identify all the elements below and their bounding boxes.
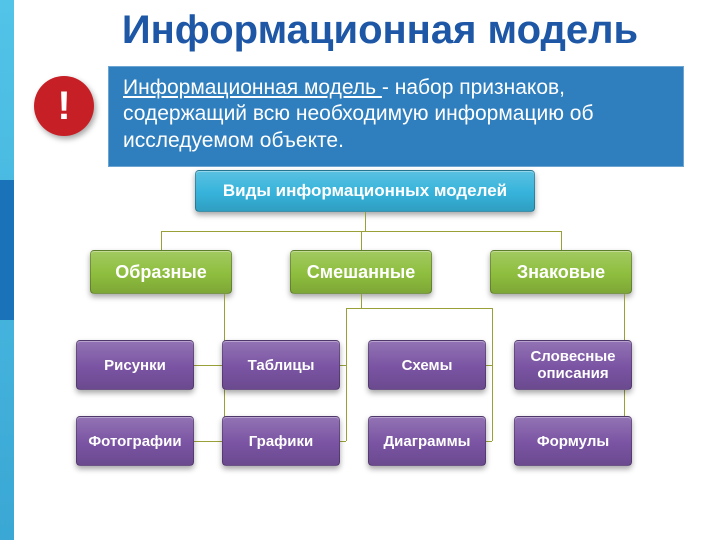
- category-node: Образные: [90, 250, 232, 294]
- hierarchy-diagram: Виды информационных моделей Образные Смеша…: [20, 170, 700, 530]
- connector: [346, 308, 492, 309]
- leaf-node: Рисунки: [76, 340, 194, 390]
- leaf-node: Схемы: [368, 340, 486, 390]
- leaf-node: Формулы: [514, 416, 632, 466]
- leaf-node: Таблицы: [222, 340, 340, 390]
- connector: [194, 441, 224, 442]
- definition-box: Информационная модель - набор признаков,…: [108, 66, 684, 167]
- connector: [361, 294, 362, 308]
- slide: Информационная модель ! Информационная м…: [0, 0, 720, 540]
- connector: [486, 365, 492, 366]
- accent-stripe-dark: [0, 180, 14, 320]
- connector: [365, 212, 366, 231]
- connector: [346, 308, 347, 441]
- definition-term: Информационная модель: [123, 76, 382, 99]
- connector: [340, 441, 346, 442]
- connector: [340, 365, 346, 366]
- page-title: Информационная модель: [60, 8, 700, 53]
- connector: [194, 365, 224, 366]
- leaf-node: Словесные описания: [514, 340, 632, 390]
- connector: [486, 441, 492, 442]
- connector: [561, 231, 562, 250]
- leaf-node: Фотографии: [76, 416, 194, 466]
- connector: [492, 308, 493, 441]
- leaf-node: Диаграммы: [368, 416, 486, 466]
- connector: [361, 231, 362, 250]
- category-node: Смешанные: [290, 250, 432, 294]
- leaf-node: Графики: [222, 416, 340, 466]
- root-node: Виды информационных моделей: [195, 170, 535, 212]
- connector: [161, 231, 162, 250]
- exclamation-icon: !: [34, 76, 94, 136]
- category-node: Знаковые: [490, 250, 632, 294]
